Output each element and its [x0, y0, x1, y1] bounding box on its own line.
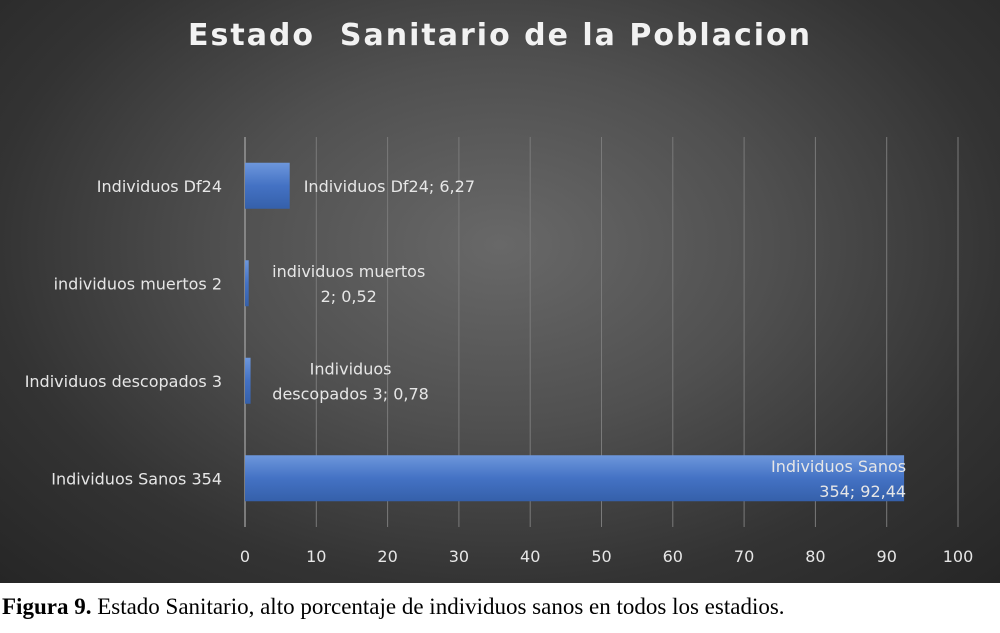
category-label: Individuos descopados 3	[25, 372, 222, 391]
data-label: individuos muertos 2; 0,52	[272, 262, 425, 306]
x-tick-label: 30	[449, 547, 469, 566]
data-label-line: 354; 92,44	[819, 482, 906, 501]
chart-area: Estado Sanitario de la Poblacion 0 10 20 30…	[0, 0, 1000, 583]
chart-title: Estado Sanitario de la Poblacion	[188, 18, 812, 53]
caption-text: Estado Sanitario, alto porcentaje de ind…	[91, 594, 785, 619]
data-label: Individuos Df24; 6,27	[304, 177, 475, 196]
x-tick-label: 10	[306, 547, 326, 566]
caption-label: Figura 9.	[2, 594, 92, 619]
data-label-line: descopados 3; 0,78	[272, 384, 429, 403]
bar	[245, 260, 249, 307]
x-tick-label: 60	[663, 547, 683, 566]
bar-chart: 0 10 20 30 40 50 60 70 80 90 100 Individuos Df24 Ind…	[25, 137, 974, 566]
bar	[245, 162, 290, 209]
data-label-line: individuos muertos	[272, 262, 425, 281]
data-label: Individuos descopados 3; 0,78	[272, 359, 429, 403]
category-label: Individuos Df24	[97, 177, 222, 196]
category-label: individuos muertos 2	[54, 274, 222, 293]
data-label-line: Individuos Sanos	[771, 457, 906, 476]
x-tick-label: 90	[877, 547, 897, 566]
bar	[245, 357, 251, 404]
x-tick-label: 0	[240, 547, 250, 566]
data-label-line: Individuos Df24; 6,27	[304, 177, 475, 196]
x-tick-label: 50	[591, 547, 611, 566]
data-label-line: Individuos	[310, 359, 392, 378]
data-label-line: 2; 0,52	[321, 287, 377, 306]
x-tick-label: 100	[943, 547, 974, 566]
category-label: Individuos Sanos 354	[51, 469, 222, 488]
figure-caption: Figura 9. Estado Sanitario, alto porcent…	[2, 594, 785, 620]
data-label: Individuos Sanos 354; 92,44	[771, 457, 906, 501]
x-tick-label: 80	[805, 547, 825, 566]
x-tick-label: 20	[377, 547, 397, 566]
x-tick-label: 40	[520, 547, 540, 566]
bar	[245, 455, 905, 502]
x-tick-label: 70	[734, 547, 754, 566]
